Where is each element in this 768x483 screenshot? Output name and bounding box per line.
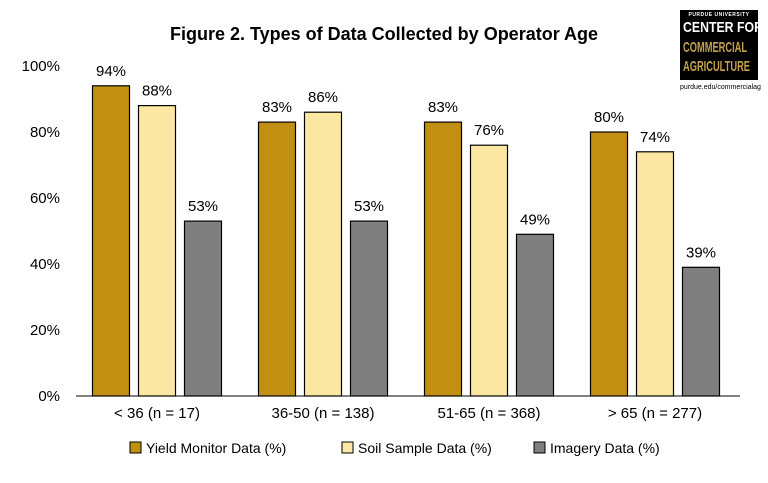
legend-swatch xyxy=(129,441,142,454)
bar xyxy=(257,121,297,397)
logo-box: PURDUE UNIVERSITY CENTER FOR COMMERCIAL … xyxy=(680,10,763,80)
bar-value-label: 53% xyxy=(188,198,218,215)
bar xyxy=(183,220,223,397)
y-tick-label: 60% xyxy=(30,190,60,207)
x-tick-label: 51-65 (n = 368) xyxy=(438,405,541,422)
bar xyxy=(349,220,389,397)
bar-value-label: 49% xyxy=(520,211,550,228)
bar xyxy=(137,104,177,397)
bar xyxy=(91,85,131,397)
bar-value-label: 83% xyxy=(428,99,458,116)
bar-value-label: 94% xyxy=(96,63,126,80)
x-tick-label: > 65 (n = 277) xyxy=(608,405,702,422)
bar-value-label: 53% xyxy=(354,198,384,215)
legend-swatch xyxy=(533,441,546,454)
bar xyxy=(589,131,629,397)
y-tick-label: 0% xyxy=(38,388,60,405)
legend-swatch xyxy=(341,441,354,454)
bar-value-label: 86% xyxy=(308,89,338,106)
bar-value-label: 80% xyxy=(594,109,624,126)
bar-value-label: 88% xyxy=(142,83,172,100)
bar xyxy=(469,144,509,397)
bar xyxy=(423,121,463,397)
legend-label: Yield Monitor Data (%) xyxy=(146,440,286,456)
y-tick-label: 100% xyxy=(22,58,60,75)
chart-title: Figure 2. Types of Data Collected by Ope… xyxy=(169,24,599,44)
legend-label: Imagery Data (%) xyxy=(550,440,660,456)
bar-value-label: 74% xyxy=(640,129,670,146)
bar xyxy=(681,266,721,397)
x-tick-label: 36-50 (n = 138) xyxy=(272,405,375,422)
x-tick-label: < 36 (n = 17) xyxy=(114,405,200,422)
y-tick-label: 80% xyxy=(30,124,60,141)
bar-value-label: 39% xyxy=(686,244,716,261)
bar xyxy=(303,111,343,397)
legend-label: Soil Sample Data (%) xyxy=(358,440,492,456)
y-tick-label: 40% xyxy=(30,256,60,273)
bar-value-label: 83% xyxy=(262,99,292,116)
bar xyxy=(515,233,555,397)
logo-url: purdue.edu/commercialag xyxy=(680,84,761,91)
center-logo: PURDUE UNIVERSITY CENTER FOR COMMERCIAL … xyxy=(680,10,763,91)
logo-university: PURDUE UNIVERSITY xyxy=(688,12,750,18)
bar-value-label: 76% xyxy=(474,122,504,139)
y-tick-label: 20% xyxy=(30,322,60,339)
bar xyxy=(635,151,675,397)
